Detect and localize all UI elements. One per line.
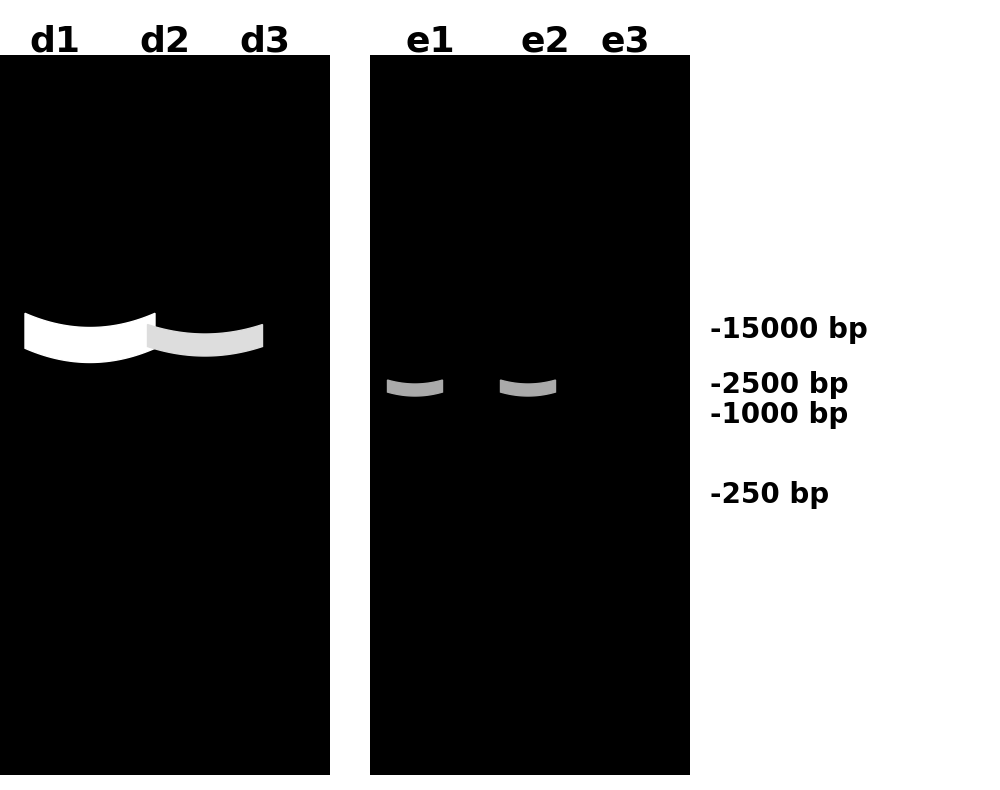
- Bar: [0, 55, 330, 775]
- Text: -2500 bp: -2500 bp: [710, 371, 848, 399]
- Polygon shape: [25, 314, 155, 363]
- Text: d3: d3: [240, 25, 290, 59]
- Bar: [370, 55, 690, 775]
- Text: e2: e2: [520, 25, 570, 59]
- Text: d2: d2: [140, 25, 190, 59]
- Text: d1: d1: [30, 25, 80, 59]
- Text: e3: e3: [600, 25, 650, 59]
- Text: -15000 bp: -15000 bp: [710, 316, 868, 344]
- Polygon shape: [388, 380, 442, 396]
- Text: e1: e1: [405, 25, 455, 59]
- Text: -250 bp: -250 bp: [710, 481, 829, 509]
- Text: -1000 bp: -1000 bp: [710, 401, 848, 429]
- Polygon shape: [148, 325, 262, 356]
- Polygon shape: [501, 380, 556, 396]
